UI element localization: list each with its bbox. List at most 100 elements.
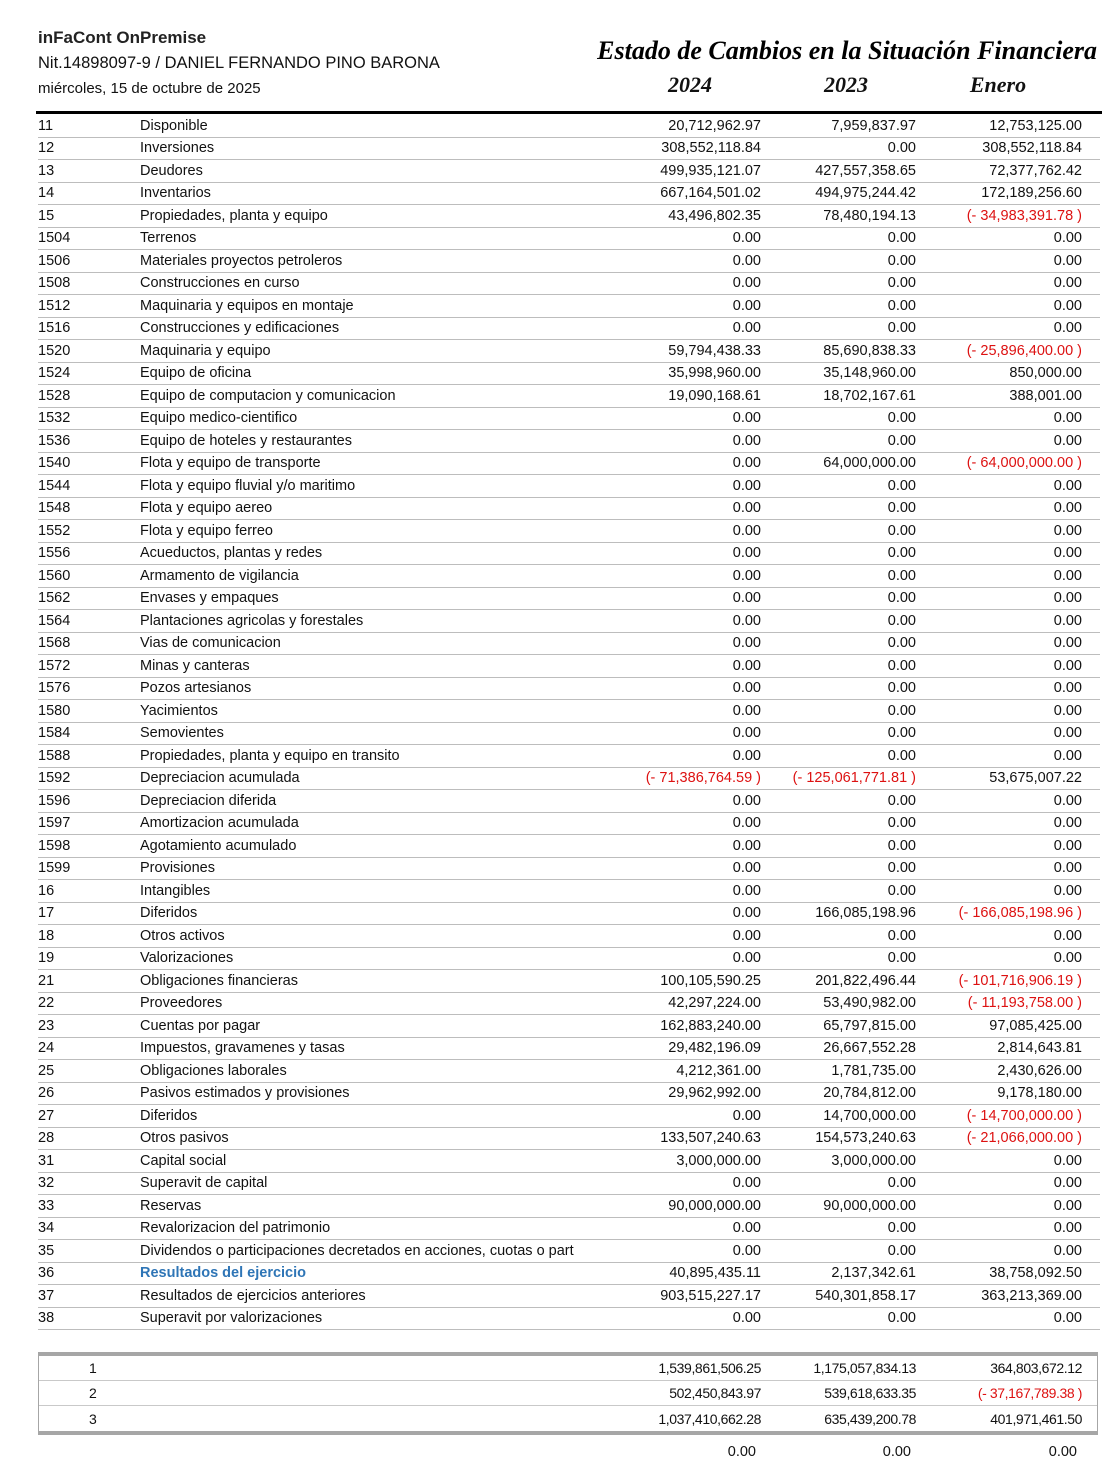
value-2024: 0.00 — [732, 725, 761, 742]
table-row: 31 Capital social 3,000,000.00 3,000,000… — [38, 1150, 1100, 1173]
value-2024: 0.00 — [732, 1242, 761, 1259]
value-enero: 388,001.00 — [1009, 387, 1082, 404]
account-name: Reservas — [140, 1197, 202, 1214]
value-2023: 0.00 — [887, 1220, 916, 1237]
table-row: 1580 Yacimientos 0.00 0.00 0.00 — [38, 700, 1100, 723]
account-code: 1548 — [38, 500, 71, 517]
value-2024: 90,000,000.00 — [668, 1197, 761, 1214]
account-name: Diferidos — [140, 905, 198, 922]
account-name: Cuentas por pagar — [140, 1017, 261, 1034]
account-code: 1508 — [38, 275, 71, 292]
value-2024: 502,450,843.97 — [669, 1385, 761, 1401]
value-2024: 0.00 — [732, 297, 761, 314]
value-2023: 0.00 — [887, 567, 916, 584]
value-enero: 0.00 — [1053, 545, 1082, 562]
table-row: 36 Resultados del ejercicio 40,895,435.1… — [38, 1263, 1100, 1285]
company-nit-line: Nit.14898097-9 / DANIEL FERNANDO PINO BA… — [38, 54, 440, 72]
account-name: Flota y equipo de transporte — [140, 455, 321, 472]
table-row: 3 1,037,410,662.28 635,439,200.78 401,97… — [39, 1406, 1097, 1431]
account-code: 1544 — [38, 477, 71, 494]
column-header-2024: 2024 — [668, 72, 712, 97]
value-2024: 0.00 — [732, 612, 761, 629]
account-name: Otros activos — [140, 927, 225, 944]
account-code: 1584 — [38, 725, 71, 742]
account-code: 1597 — [38, 815, 71, 832]
table-row: 1576 Pozos artesianos 0.00 0.00 0.00 — [38, 678, 1100, 700]
value-2023: 154,573,240.63 — [815, 1130, 916, 1147]
table-row: 1584 Semovientes 0.00 0.00 0.00 — [38, 723, 1100, 745]
value-enero: 53,675,007.22 — [989, 770, 1082, 787]
value-2024: 40,895,435.11 — [669, 1265, 761, 1282]
value-enero: 0.00 — [1053, 702, 1082, 719]
account-code: 16 — [38, 882, 55, 899]
table-row: 38 Superavit por valorizaciones 0.00 0.0… — [38, 1308, 1100, 1330]
table-row: 1532 Equipo medico-cientifico 0.00 0.00 … — [38, 408, 1100, 430]
value-2024: 0.00 — [732, 1175, 761, 1192]
account-code: 15 — [38, 207, 55, 224]
value-2023: 0.00 — [887, 432, 916, 449]
value-2023: 18,702,167.61 — [823, 387, 916, 404]
value-enero: 72,377,762.42 — [989, 162, 1082, 179]
value-enero: 0.00 — [1053, 747, 1082, 764]
table-row: 1564 Plantaciones agricolas y forestales… — [38, 610, 1100, 633]
value-2024: 19,090,168.61 — [668, 387, 761, 404]
account-code: 1524 — [38, 365, 71, 382]
value-enero: 0.00 — [1053, 1152, 1082, 1169]
value-enero: 97,085,425.00 — [989, 1017, 1082, 1034]
value-enero: (- 37,167,789.38 ) — [977, 1385, 1083, 1401]
account-code: 1520 — [38, 342, 71, 359]
value-enero: 0.00 — [1053, 1310, 1082, 1327]
value-2023: 0.00 — [887, 725, 916, 742]
value-2024: 42,297,224.00 — [668, 995, 761, 1012]
account-code: 11 — [38, 117, 54, 134]
value-enero: 0.00 — [1053, 1175, 1082, 1192]
table-row: 1552 Flota y equipo ferreo 0.00 0.00 0.0… — [38, 520, 1100, 543]
account-code: 1564 — [38, 612, 71, 629]
value-2024: 0.00 — [732, 1220, 761, 1237]
value-2023: 0.00 — [887, 410, 916, 427]
account-name: Obligaciones financieras — [140, 972, 298, 989]
account-code: 1528 — [38, 387, 71, 404]
value-2023: 0.00 — [887, 500, 916, 517]
net-change-2024: 0.00 — [727, 1444, 756, 1460]
value-2023: 0.00 — [887, 927, 916, 944]
value-2023: 0.00 — [887, 477, 916, 494]
account-code: 36 — [38, 1265, 55, 1282]
value-2024: (- 71,386,764.59 ) — [645, 770, 761, 787]
value-enero: (- 21,066,000.00 ) — [966, 1130, 1082, 1147]
value-2024: 0.00 — [732, 657, 761, 674]
table-row: 1597 Amortizacion acumulada 0.00 0.00 0.… — [38, 813, 1100, 835]
account-name: Equipo de computacion y comunicacion — [140, 387, 396, 404]
account-name: Pozos artesianos — [140, 680, 252, 697]
account-code: 1568 — [38, 635, 71, 652]
value-enero: 0.00 — [1053, 297, 1082, 314]
value-2024: 29,962,992.00 — [668, 1085, 761, 1102]
account-code: 1504 — [38, 230, 71, 247]
value-2023: 0.00 — [887, 815, 916, 832]
value-2024: 667,164,501.02 — [660, 185, 761, 202]
value-2023: 0.00 — [887, 590, 916, 607]
table-row: 1548 Flota y equipo aereo 0.00 0.00 0.00 — [38, 498, 1100, 520]
account-code: 32 — [38, 1175, 55, 1192]
value-enero: (- 14,700,000.00 ) — [966, 1107, 1082, 1124]
table-row: 1536 Equipo de hoteles y restaurantes 0.… — [38, 430, 1100, 453]
account-name: Flota y equipo ferreo — [140, 522, 273, 539]
account-code: 1540 — [38, 455, 71, 472]
table-row: 2 502,450,843.97 539,618,633.35 (- 37,16… — [39, 1381, 1097, 1406]
account-name: Maquinaria y equipos en montaje — [140, 297, 354, 314]
table-row: 1568 Vias de comunicacion 0.00 0.00 0.00 — [38, 633, 1100, 655]
account-code: 1536 — [38, 432, 71, 449]
account-code: 1516 — [38, 320, 71, 337]
table-row: 14 Inventarios 667,164,501.02 494,975,24… — [38, 183, 1100, 205]
table-row: 12 Inversiones 308,552,118.84 0.00 308,5… — [38, 138, 1100, 160]
value-enero: 0.00 — [1053, 860, 1082, 877]
account-name: Construcciones y edificaciones — [140, 320, 340, 337]
value-enero: 0.00 — [1053, 500, 1082, 517]
account-code: 21 — [38, 972, 55, 989]
account-code: 1580 — [38, 702, 71, 719]
value-2023: 65,797,815.00 — [823, 1017, 916, 1034]
value-enero: 0.00 — [1053, 725, 1082, 742]
value-2024: 0.00 — [732, 792, 761, 809]
account-code: 12 — [38, 140, 55, 157]
table-row: 1504 Terrenos 0.00 0.00 0.00 — [38, 228, 1100, 250]
